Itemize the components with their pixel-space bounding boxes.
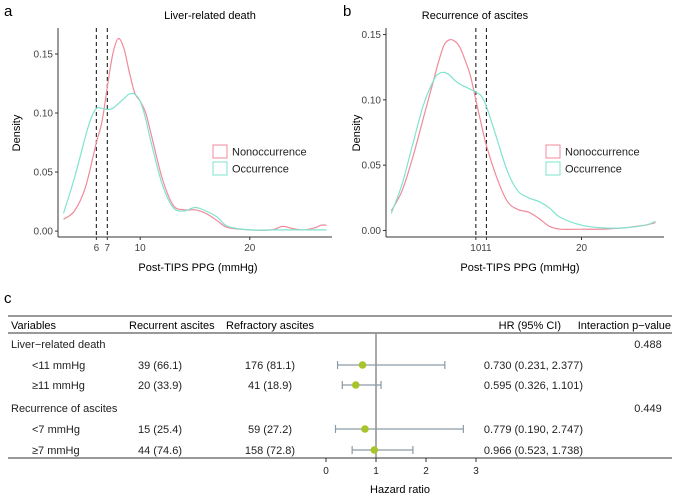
density-curve-occurrence [390, 71, 656, 229]
hr-tick-label: 2 [423, 466, 429, 477]
x-tick-label: 11 [481, 243, 492, 254]
legend: Nonoccurrence Occurrence [212, 144, 307, 176]
hazard-ratio-axis-label: Hazard ratio [370, 484, 430, 496]
x-tick-label: 6 [94, 243, 100, 254]
subgroup-label: ≥11 mmHg [32, 380, 85, 392]
hr-point [351, 381, 360, 389]
density-curve-nonoccurrence [63, 37, 327, 231]
x-axis-label: Post-TIPS PPG (mmHg) [460, 262, 579, 274]
hr-tick-label: 1 [373, 466, 379, 477]
legend-key-nonoccurrence [212, 144, 228, 159]
x-tick-label: 20 [576, 243, 588, 254]
legend-label-occurrence: Occurrence [565, 164, 622, 176]
hr-point [358, 361, 367, 369]
x-tick-label: 7 [105, 243, 111, 254]
subgroup-label: <11 mmHg [32, 360, 85, 372]
y-tick-label: 0.10 [34, 109, 54, 120]
column-header-interaction-p: Interaction p−value [578, 320, 671, 332]
legend-key-occurrence [212, 161, 228, 176]
subgroup-label: <7 mmHg [32, 424, 80, 436]
subgroup-label: ≥7 mmHg [32, 445, 80, 457]
recurrent-ascites-value: 20 (33.9) [138, 380, 182, 392]
density-curve-nonoccurrence [390, 38, 656, 230]
hr-tick-label: 0 [323, 466, 329, 477]
column-header-hr-ci: HR (95% CI) [499, 320, 561, 332]
recurrent-ascites-value: 44 (74.6) [138, 445, 182, 457]
recurrent-ascites-value: 15 (25.4) [138, 424, 182, 436]
legend-key-occurrence [545, 161, 561, 176]
x-tick-label: 10 [470, 243, 482, 254]
hr-ci-value: 0.966 (0.523, 1.738) [484, 445, 583, 457]
panel-label-c: c [4, 290, 12, 307]
y-tick-label: 0.15 [34, 49, 54, 60]
legend-key-nonoccurrence [545, 144, 561, 159]
legend-label-nonoccurrence: Nonoccurrence [565, 147, 640, 159]
y-axis-label: Density [351, 114, 363, 151]
y-axis-label: Density [11, 114, 23, 151]
refractory-ascites-value: 41 (18.9) [248, 380, 292, 392]
y-tick-label: 0.00 [362, 226, 382, 237]
hr-point [361, 425, 369, 433]
column-header-refractory-ascites: Refractory ascites [226, 320, 315, 332]
density-plot-liver-related-death: Liver-related death Density Post-TIPS PP… [11, 10, 332, 274]
interaction-p-value: 0.449 [634, 403, 662, 415]
plot-title: Recurrence of ascites [422, 10, 529, 22]
column-header-variables: Variables [11, 320, 57, 332]
plot-title: Liver-related death [164, 10, 256, 22]
panel-label-b: b [343, 3, 351, 20]
density-curve-occurrence [62, 92, 327, 231]
legend-label-occurrence: Occurrence [232, 164, 289, 176]
legend: Nonoccurrence Occurrence [545, 144, 640, 176]
panel-label-a: a [4, 3, 13, 20]
refractory-ascites-value: 158 (72.8) [245, 445, 295, 457]
legend-label-nonoccurrence: Nonoccurrence [232, 147, 307, 159]
hr-ci-value: 0.595 (0.326, 1.101) [484, 380, 583, 392]
recurrent-ascites-value: 39 (66.1) [138, 360, 182, 372]
x-tick-label: 10 [135, 243, 147, 254]
column-header-recurrent-ascites: Recurrent ascites [129, 320, 215, 332]
interaction-p-value: 0.488 [634, 339, 662, 351]
hr-ci-value: 0.779 (0.190, 2.747) [484, 424, 583, 436]
hr-tick-label: 3 [473, 466, 479, 477]
density-plot-recurrence-of-ascites: Recurrence of ascites Density Post-TIPS … [351, 10, 664, 274]
x-tick-label: 20 [244, 243, 256, 254]
y-tick-label: 0.05 [362, 161, 382, 172]
hr-ci-value: 0.730 (0.231, 2.377) [484, 360, 583, 372]
forest-plot-table: Variables Recurrent ascites Refractory a… [8, 315, 672, 496]
x-axis-label: Post-TIPS PPG (mmHg) [138, 262, 257, 274]
y-tick-label: 0.10 [362, 95, 382, 106]
y-tick-label: 0.05 [34, 168, 54, 179]
group-label: Liver−related death [11, 339, 105, 351]
refractory-ascites-value: 176 (81.1) [245, 360, 295, 372]
y-tick-label: 0.15 [362, 30, 382, 41]
y-tick-label: 0.00 [34, 227, 54, 238]
refractory-ascites-value: 59 (27.2) [248, 424, 292, 436]
group-label: Recurrence of ascites [11, 403, 118, 415]
hr-point [370, 446, 379, 454]
